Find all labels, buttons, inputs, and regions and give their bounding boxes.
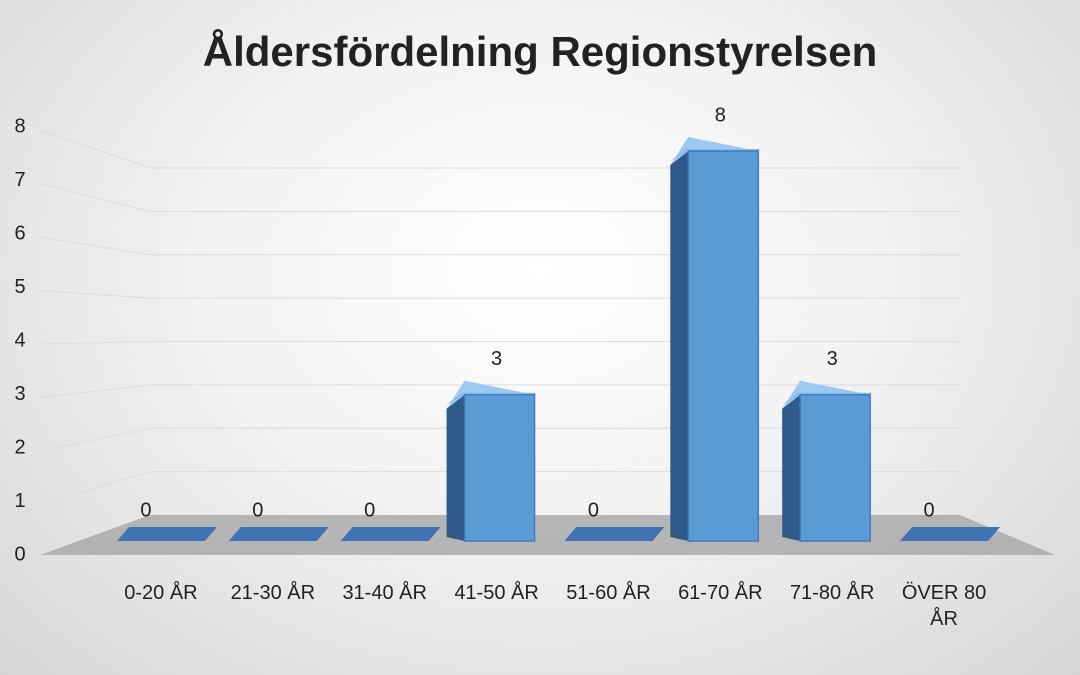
y-tick-label: 5 <box>14 276 25 298</box>
chart-title: Åldersfördelning Regionstyrelsen <box>203 28 877 75</box>
grid-line <box>39 290 960 299</box>
x-tick-label: 41-50 ÅR <box>454 582 539 604</box>
data-label: 0 <box>588 499 599 521</box>
grid-line <box>39 236 960 256</box>
y-tick-label: 1 <box>14 490 25 512</box>
data-label: 8 <box>715 104 726 126</box>
grid-line <box>39 183 960 212</box>
y-tick-label: 7 <box>14 169 25 191</box>
bar <box>564 527 665 541</box>
data-label: 0 <box>924 499 935 521</box>
bar <box>340 527 441 541</box>
bar <box>463 394 536 542</box>
y-tick-label: 4 <box>14 329 25 351</box>
x-tick-label: 61-70 ÅR <box>678 582 763 604</box>
data-label: 3 <box>491 348 502 370</box>
bar-top <box>670 149 761 161</box>
bar <box>687 150 760 542</box>
bar <box>116 527 217 541</box>
bar-top <box>782 392 873 405</box>
y-tick-label: 0 <box>14 543 25 565</box>
y-tick-label: 6 <box>14 222 25 244</box>
grid-line <box>39 129 960 169</box>
data-label: 3 <box>827 348 838 370</box>
x-tick-label: 31-40 ÅR <box>342 582 427 604</box>
bar <box>900 527 1001 541</box>
x-tick-label: 71-80 ÅR <box>789 582 875 604</box>
data-label: 0 <box>364 499 375 521</box>
x-tick-label: 0-20 ÅR <box>124 582 198 604</box>
y-tick-label: 3 <box>14 383 25 405</box>
x-tick-label: ÖVER 80 ÅR <box>901 582 987 630</box>
x-tick-label: 51-60 ÅR <box>566 582 651 604</box>
bar-side <box>782 394 801 541</box>
bar <box>799 394 871 542</box>
bar <box>228 527 329 541</box>
x-tick-label: 21-30 ÅR <box>230 582 316 604</box>
bar-side <box>670 151 689 541</box>
grid-line <box>39 341 960 345</box>
data-label: 0 <box>252 499 263 521</box>
bar-top <box>446 392 537 405</box>
y-tick-label: 2 <box>14 436 25 458</box>
y-tick-label: 8 <box>14 115 25 137</box>
bar-side <box>446 394 465 541</box>
data-label: 0 <box>140 499 151 521</box>
